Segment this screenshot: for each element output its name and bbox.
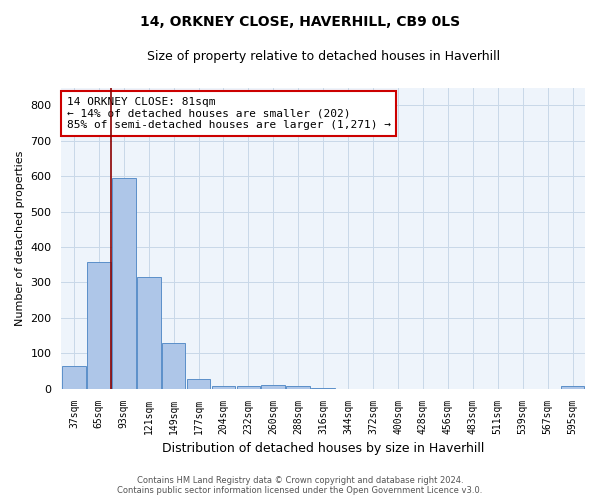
Title: Size of property relative to detached houses in Haverhill: Size of property relative to detached ho… bbox=[146, 50, 500, 63]
Text: Contains HM Land Registry data © Crown copyright and database right 2024.
Contai: Contains HM Land Registry data © Crown c… bbox=[118, 476, 482, 495]
Text: 14, ORKNEY CLOSE, HAVERHILL, CB9 0LS: 14, ORKNEY CLOSE, HAVERHILL, CB9 0LS bbox=[140, 15, 460, 29]
Bar bbox=[162, 342, 185, 388]
Text: 14 ORKNEY CLOSE: 81sqm
← 14% of detached houses are smaller (202)
85% of semi-de: 14 ORKNEY CLOSE: 81sqm ← 14% of detached… bbox=[67, 97, 391, 130]
Bar bbox=[112, 178, 136, 388]
Bar bbox=[137, 277, 161, 388]
Bar bbox=[286, 386, 310, 388]
Bar bbox=[187, 379, 211, 388]
Bar bbox=[262, 385, 285, 388]
Y-axis label: Number of detached properties: Number of detached properties bbox=[15, 150, 25, 326]
Bar bbox=[212, 386, 235, 388]
Bar bbox=[236, 386, 260, 388]
Bar bbox=[560, 386, 584, 388]
Bar bbox=[62, 366, 86, 388]
X-axis label: Distribution of detached houses by size in Haverhill: Distribution of detached houses by size … bbox=[162, 442, 484, 455]
Bar bbox=[87, 262, 110, 388]
